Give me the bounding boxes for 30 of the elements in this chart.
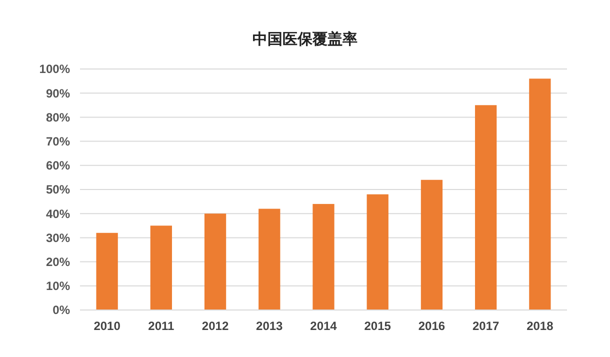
bar <box>96 232 118 310</box>
x-tick-label: 2013 <box>256 319 284 333</box>
y-tick-label: 10% <box>46 279 70 294</box>
y-tick-label: 0% <box>52 303 70 318</box>
y-tick-label: 60% <box>46 158 70 173</box>
bar <box>150 226 172 310</box>
y-tick-label: 90% <box>46 86 70 100</box>
x-tick-label: 2012 <box>202 319 229 333</box>
y-tick-label: 80% <box>46 110 70 124</box>
y-tick-label: 50% <box>46 182 70 197</box>
x-tick-label: 2011 <box>148 319 175 333</box>
bar <box>420 180 443 310</box>
x-tick-label: 2018 <box>526 319 554 333</box>
chart-title: 中国医保覆盖率 <box>252 30 358 48</box>
y-tick-label: 100% <box>39 62 70 76</box>
x-tick-label: 2016 <box>418 319 446 333</box>
bar <box>475 105 497 310</box>
bar <box>312 204 334 310</box>
bar <box>529 78 551 310</box>
y-tick-label: 70% <box>46 134 70 148</box>
x-tick-label: 2017 <box>472 319 500 333</box>
x-tick-label: 2015 <box>364 319 392 333</box>
bar <box>366 194 388 310</box>
bar <box>204 214 226 310</box>
y-tick-label: 40% <box>46 206 70 221</box>
x-tick-label: 2010 <box>94 319 121 333</box>
y-tick-label: 20% <box>46 255 70 269</box>
y-tick-label: 30% <box>46 230 70 245</box>
bar <box>258 208 280 310</box>
x-tick-label: 2014 <box>310 319 338 333</box>
